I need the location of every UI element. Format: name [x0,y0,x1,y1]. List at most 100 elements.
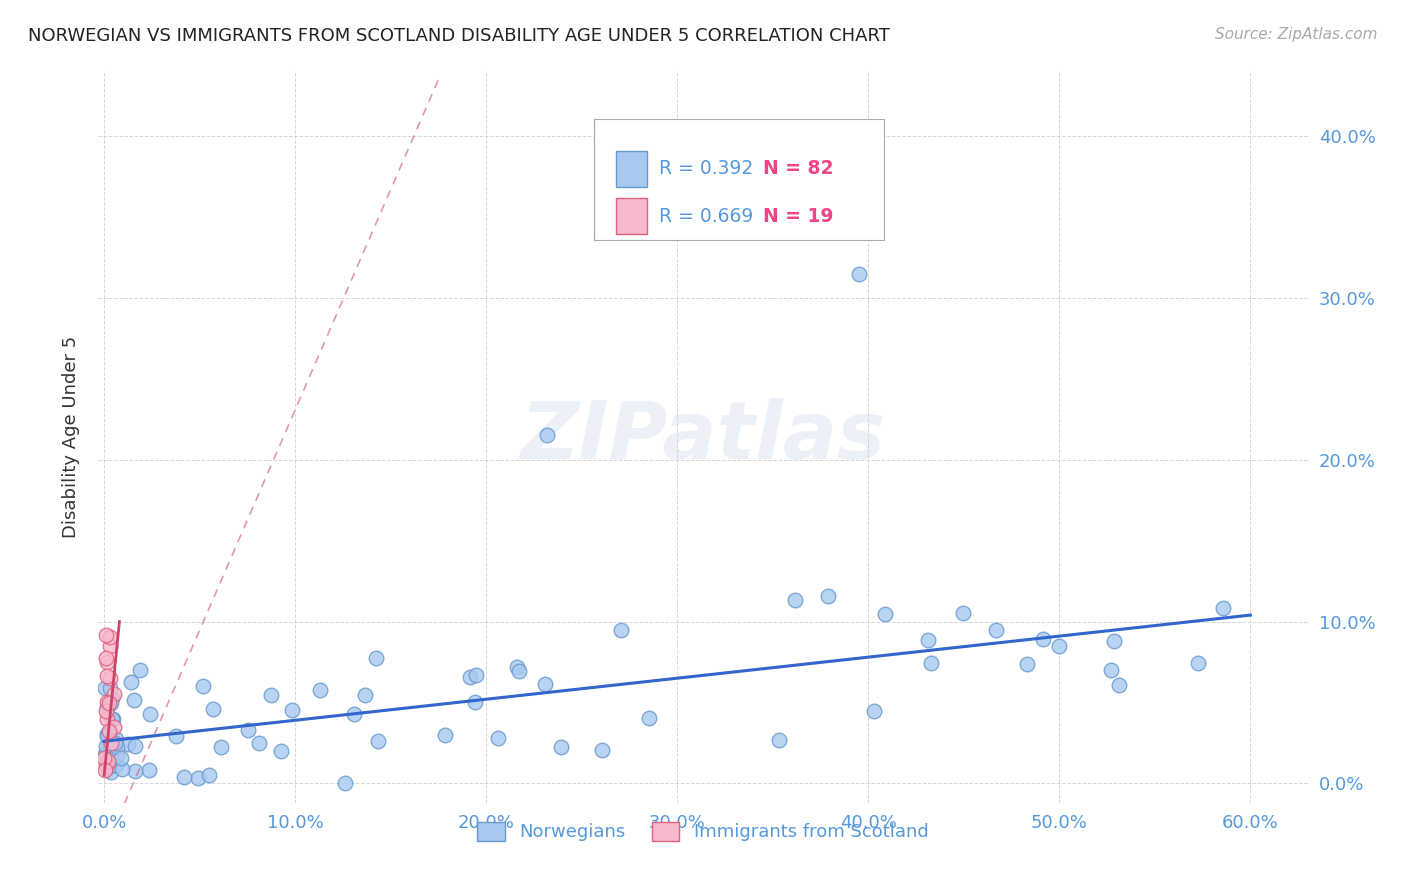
Point [281,703,304,717]
Point [105,731,128,746]
Point [128,663,150,677]
Point [335,776,357,790]
Point [364,650,387,665]
Text: N = 19: N = 19 [763,207,834,226]
Point [100,690,122,705]
Point [768,733,790,747]
Point [124,693,146,707]
Point [591,743,613,757]
Point [96,712,118,726]
Point [105,740,128,755]
Point [111,762,134,776]
Point [920,656,942,670]
Point [100,736,122,750]
Point [506,660,529,674]
Point [1212,601,1234,615]
Point [100,696,122,710]
Point [173,770,195,784]
Text: ZIPatlas: ZIPatlas [520,398,886,476]
Point [460,670,482,684]
Point [98,696,121,710]
Point [98,681,121,696]
Point [638,711,661,725]
Text: R = 0.669: R = 0.669 [659,207,754,226]
Point [96,696,118,710]
Point [817,589,839,603]
Point [197,768,219,782]
Point [96,759,118,773]
Point [94,681,117,696]
Text: NORWEGIAN VS IMMIGRANTS FROM SCOTLAND DISABILITY AGE UNDER 5 CORRELATION CHART: NORWEGIAN VS IMMIGRANTS FROM SCOTLAND DI… [28,27,890,45]
Point [464,694,486,708]
Point [100,765,122,780]
Point [1015,657,1038,672]
Point [193,679,215,693]
Point [105,757,128,772]
Point [486,731,509,746]
Point [309,683,332,698]
Point [848,267,870,281]
Point [138,707,160,722]
Point [202,702,225,716]
Point [917,632,939,647]
Point [236,723,259,738]
Point [165,730,187,744]
Point [97,723,120,738]
Y-axis label: Disability Age Under 5: Disability Age Under 5 [62,336,80,538]
Point [120,674,142,689]
FancyBboxPatch shape [616,151,647,186]
Text: R = 0.392: R = 0.392 [659,159,754,178]
Point [97,728,120,742]
Point [96,655,118,669]
Point [260,688,283,702]
Point [1032,632,1054,646]
Point [96,727,118,741]
Point [533,677,555,691]
Point [270,744,292,758]
Point [247,736,270,750]
Point [1047,639,1070,653]
Point [98,738,121,752]
Text: N = 82: N = 82 [763,159,834,178]
Point [209,740,232,755]
Point [465,668,488,682]
Legend: Norwegians, Immigrants from Scotland: Norwegians, Immigrants from Scotland [470,814,936,848]
Point [104,736,127,750]
Point [93,750,115,764]
Point [1099,663,1122,677]
FancyBboxPatch shape [595,119,884,240]
Point [96,668,118,682]
Point [98,639,121,653]
Point [103,687,125,701]
Point [433,728,456,742]
Point [101,712,124,726]
Point [100,737,122,751]
Point [100,671,122,685]
Point [98,727,121,741]
Point [98,737,121,751]
Point [124,739,146,753]
FancyBboxPatch shape [616,198,647,235]
Point [1108,678,1130,692]
Point [138,763,160,777]
Point [97,754,120,768]
Point [550,740,572,755]
Point [783,593,806,607]
Point [984,623,1007,637]
Point [103,720,125,734]
Point [98,630,121,644]
Point [105,747,128,762]
Point [96,739,118,753]
Point [1104,633,1126,648]
Point [117,737,139,751]
Point [96,650,118,665]
Point [187,772,209,786]
Point [610,623,633,637]
Point [101,712,124,726]
Text: Source: ZipAtlas.com: Source: ZipAtlas.com [1215,27,1378,42]
Point [875,607,897,621]
Point [367,734,389,748]
Point [97,760,120,774]
Point [1187,656,1209,670]
Point [93,764,115,778]
